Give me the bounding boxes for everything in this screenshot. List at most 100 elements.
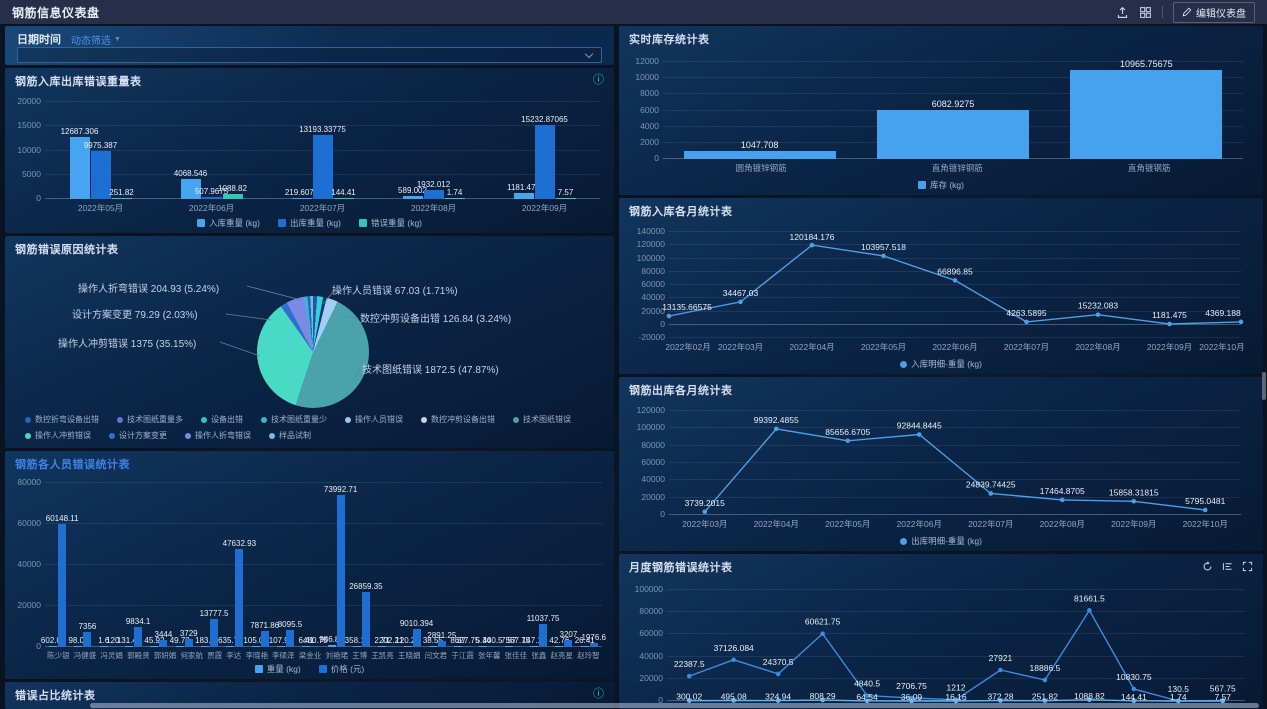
data-point — [666, 313, 672, 319]
bar-value-label: 602.05 — [40, 635, 66, 645]
bar: 147.17 — [522, 636, 546, 647]
bar: 13193.33775 — [299, 125, 346, 199]
bar: 602.05 — [41, 636, 65, 647]
grid-line — [663, 77, 1243, 79]
legend-toggle-icon[interactable] — [1222, 561, 1233, 572]
bar-value-label: 2891.25 — [427, 631, 457, 641]
x-tick-label: 张年馨 — [478, 651, 501, 660]
legend-item[interactable]: 设计方案变更 — [109, 430, 167, 441]
x-tick-label: 2022年09月 — [1111, 519, 1157, 529]
legend-item[interactable]: 库存 (kg) — [917, 179, 964, 191]
info-circle-icon[interactable]: ⓘ — [593, 74, 604, 86]
legend-item[interactable]: 入库明细-重量 (kg) — [900, 358, 982, 370]
bar-value-label: 1181.475 — [507, 183, 540, 193]
bar-value-label: 15232.87065 — [521, 115, 568, 125]
vertical-scrollbar[interactable] — [1262, 372, 1266, 400]
grid-line — [45, 605, 602, 606]
y-axis-tick: 8000 — [640, 88, 659, 99]
y-axis-tick: 0 — [36, 193, 41, 203]
x-tick-label: 冯灵娟 — [100, 651, 123, 660]
legend-item[interactable]: 技术图纸重量少 — [261, 414, 327, 425]
legend-item[interactable]: 操作人员错误 — [345, 414, 403, 425]
bar: 26859.35 — [349, 582, 383, 647]
bar-value-label: 144.41 — [331, 188, 356, 198]
bar-value-label: 13777.5 — [199, 608, 229, 618]
data-point — [1202, 507, 1208, 513]
bar: 10965.75675 — [1070, 59, 1223, 159]
svg-text:85656.6705: 85656.6705 — [825, 427, 870, 437]
edit-pencil-icon — [1182, 7, 1192, 17]
y-axis-tick: 120000 — [636, 239, 665, 250]
legend-item[interactable]: 重量 (kg) — [254, 663, 301, 675]
bar-value-label: 73992.71 — [323, 485, 358, 495]
y-axis-tick: 20000 — [17, 600, 41, 610]
x-tick-label: 2022年04月 — [789, 342, 835, 352]
inout-bar-chart: 0 5000 10000 15000 20000 12687.306 9975.387 251… — [13, 90, 606, 231]
export-icon[interactable] — [1116, 6, 1129, 19]
bar-value-label: 183.7 — [195, 636, 216, 646]
legend-item[interactable]: 技术图纸重量多 — [117, 414, 183, 425]
legend-item[interactable]: 出库明细-重量 (kg) — [900, 535, 982, 547]
legend-item[interactable]: 操作人冲剪错误 — [25, 430, 91, 441]
bar-group: 1181.475 15232.87065 7.57 — [507, 102, 576, 199]
bar-value-label: 1047.708 — [740, 139, 779, 150]
bar-value-label: 9975.387 — [83, 140, 118, 150]
pie-callout-label: 操作人员错误 67.03 (1.71%) — [332, 286, 458, 297]
info-circle-icon[interactable]: ⓘ — [593, 688, 604, 700]
y-axis-tick: 40000 — [641, 474, 665, 485]
legend-item[interactable]: 技术图纸错误 — [513, 414, 571, 425]
date-range-select[interactable] — [17, 47, 602, 63]
panel-person-chart: 钢筋各人员错误统计表 0 20000 40000 60000 80000 602.05 60… — [5, 451, 614, 679]
legend-item[interactable]: 入库重量 (kg) — [196, 217, 260, 229]
grid-line — [663, 61, 1243, 62]
legend-label: 技术图纸重量多 — [127, 415, 183, 424]
line-series: 3739.2015 99392.4855 85656.6705 92844.8445 2… — [685, 415, 1226, 515]
grid-line — [669, 323, 1241, 325]
x-tick-label: 陈少银 — [47, 651, 70, 660]
bar-group: 1047.708 — [683, 62, 836, 159]
legend-item[interactable]: 设备出错 — [201, 414, 243, 425]
x-tick-label: 2022年08月 — [1075, 342, 1121, 352]
bar-value-label: 400.5 — [482, 636, 503, 646]
legend-swatch — [277, 219, 286, 227]
bar-group: 45.92 3444 — [144, 483, 172, 647]
bar: 3207 — [560, 630, 577, 647]
bar: 7.57 — [501, 636, 517, 647]
bar: 49.72 — [170, 636, 190, 647]
svg-text:15232.083: 15232.083 — [1078, 301, 1118, 311]
horizontal-scrollbar[interactable] — [90, 703, 1259, 708]
bar: 7.57 — [555, 188, 576, 199]
chart-legend: 入库明细-重量 (kg) — [627, 358, 1255, 370]
refresh-icon[interactable] — [1202, 561, 1213, 572]
y-axis-tick: 10000 — [17, 144, 41, 155]
legend-swatch — [254, 665, 263, 673]
bar-group: 358.18 26859.35 — [345, 483, 383, 647]
legend-item[interactable]: 数控折弯设备出错 — [25, 414, 99, 425]
fullscreen-icon[interactable] — [1242, 561, 1253, 572]
y-axis-tick: 2000 — [640, 136, 659, 147]
legend-item[interactable]: 数控冲剪设备出错 — [421, 414, 495, 425]
bar-group: 183.7 13777.5 — [195, 483, 228, 647]
legend-label: 操作人员错误 — [355, 415, 403, 424]
bar: 8.37 — [450, 636, 466, 647]
outbound-line-chart: 0 20000 40000 60000 80000 100000 120000 3739.20… — [627, 399, 1255, 549]
dynamic-filter-toggle[interactable]: 动态筛选 ▼ — [71, 32, 121, 47]
x-tick-label: 郭殿贤 — [127, 651, 150, 660]
legend-item[interactable]: 价格 (元) — [318, 663, 364, 675]
x-tick-label: 何家航 — [180, 651, 203, 660]
layout-grid-icon[interactable] — [1139, 6, 1152, 19]
y-axis-tick: 0 — [36, 641, 41, 651]
bar-group: 7.57 567.75 — [501, 483, 530, 647]
data-point — [731, 698, 736, 703]
legend-item[interactable]: 样品试制 — [269, 430, 311, 441]
grid-line — [45, 101, 600, 102]
legend-item[interactable]: 错误重量 (kg) — [359, 217, 422, 229]
svg-text:1.74: 1.74 — [1170, 692, 1187, 702]
data-point — [1131, 698, 1137, 704]
edit-dashboard-button[interactable]: 编辑仪表盘 — [1173, 1, 1255, 23]
legend-item[interactable]: 操作人折弯错误 — [185, 430, 251, 441]
svg-text:7.57: 7.57 — [1214, 692, 1231, 702]
y-axis-tick: -20000 — [638, 332, 665, 342]
y-axis-tick: 5000 — [22, 168, 41, 179]
legend-item[interactable]: 出库重量 (kg) — [277, 217, 341, 229]
